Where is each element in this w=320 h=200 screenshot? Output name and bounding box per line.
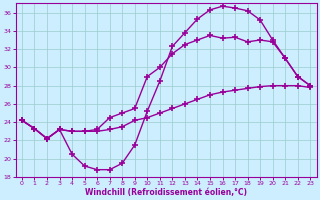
X-axis label: Windchill (Refroidissement éolien,°C): Windchill (Refroidissement éolien,°C): [85, 188, 247, 197]
